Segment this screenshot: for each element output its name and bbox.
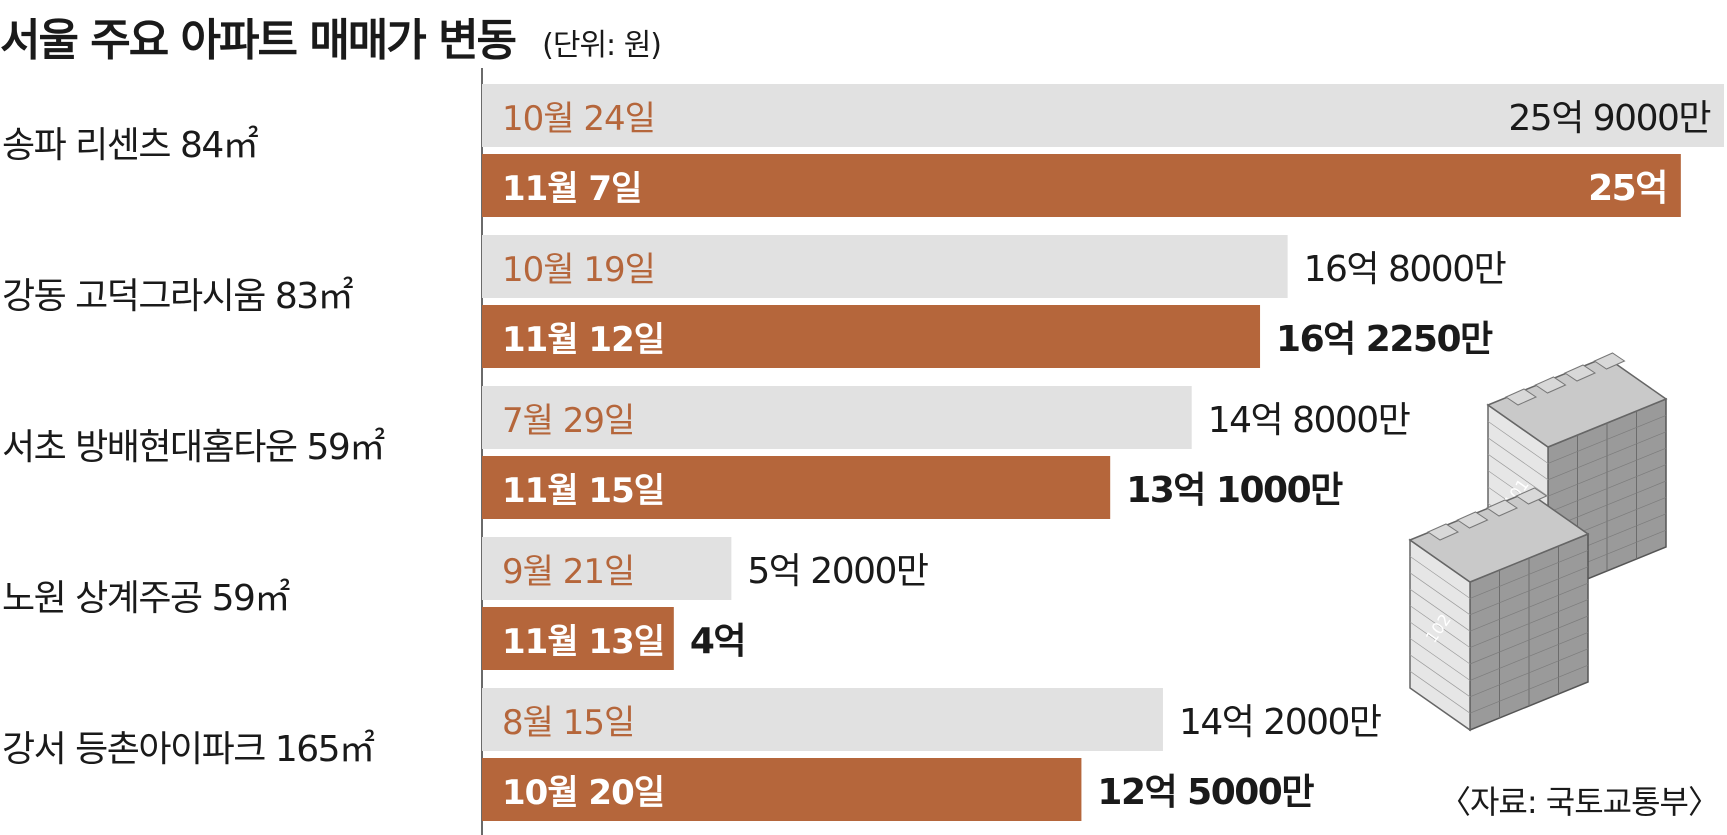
- category-label: 노원 상계주공 59㎡: [2, 577, 290, 619]
- unit-label: (단위: 원): [542, 28, 662, 63]
- bar-latest: [482, 305, 1261, 368]
- category-label: 강동 고덕그라시움 83㎡: [2, 275, 354, 317]
- bar-latest: [482, 456, 1111, 519]
- apartment-building-icon: 102: [1408, 487, 1590, 732]
- bar-previous: [482, 386, 1192, 449]
- bar-previous: [482, 235, 1288, 298]
- date-label: 7월 29일: [502, 401, 634, 441]
- value-label: 12억 5000만: [1097, 772, 1314, 813]
- date-label: 10월 24일: [502, 99, 655, 139]
- value-label: 25억 9000만: [1508, 98, 1710, 139]
- date-label: 11월 7일: [502, 169, 641, 209]
- value-label: 4억: [690, 621, 745, 662]
- value-label: 16억 8000만: [1304, 249, 1506, 290]
- value-label: 14억 8000만: [1208, 400, 1410, 441]
- value-label: 16억 2250만: [1276, 319, 1493, 360]
- bar-previous: [482, 537, 732, 600]
- bar-previous: [482, 688, 1163, 751]
- value-label: 5억 2000만: [747, 551, 928, 592]
- date-label: 10월 19일: [502, 250, 655, 290]
- date-label: 9월 21일: [502, 552, 634, 592]
- chart-title: 서울 주요 아파트 매매가 변동: [0, 15, 517, 66]
- bar-latest: [482, 154, 1681, 217]
- category-label: 송파 리센츠 84㎡: [2, 124, 259, 166]
- bar-previous: [482, 84, 1724, 147]
- bar-latest: [482, 758, 1082, 821]
- value-label: 13억 1000만: [1126, 470, 1343, 511]
- category-label: 서초 방배현대홈타운 59㎡: [2, 426, 385, 468]
- value-label: 14억 2000만: [1179, 702, 1381, 743]
- date-label: 11월 13일: [502, 622, 664, 662]
- title-row: 서울 주요 아파트 매매가 변동 (단위: 원): [0, 4, 662, 68]
- value-label: 25억: [1588, 168, 1667, 209]
- source-note: 〈자료: 국토교통부〉: [1438, 783, 1720, 821]
- date-label: 10월 20일: [502, 773, 664, 813]
- date-label: 8월 15일: [502, 703, 634, 743]
- date-label: 11월 15일: [502, 471, 664, 511]
- bar-latest: [482, 607, 674, 670]
- date-label: 11월 12일: [502, 320, 664, 360]
- category-label: 강서 등촌아이파크 165㎡: [2, 728, 375, 770]
